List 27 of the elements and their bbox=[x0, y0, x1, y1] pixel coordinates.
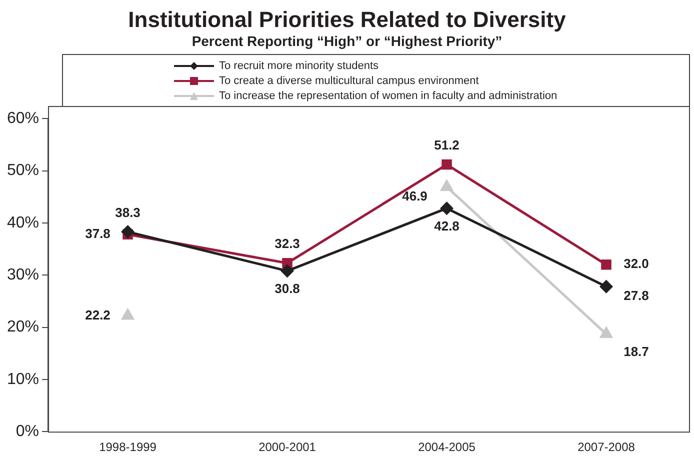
data-label: 32.0 bbox=[624, 256, 649, 272]
data-label: 51.2 bbox=[434, 138, 460, 153]
data-label: 32.3 bbox=[274, 236, 300, 252]
x-tick-label: 2007-2008 bbox=[578, 440, 636, 454]
data-label: 37.8 bbox=[85, 226, 110, 241]
y-tick-label: 10% bbox=[6, 370, 40, 388]
x-tick-label: 2004-2005 bbox=[418, 440, 476, 454]
data-label: 27.8 bbox=[624, 288, 649, 304]
data-label: 30.8 bbox=[274, 281, 300, 296]
y-tick-label: 40% bbox=[6, 214, 40, 232]
data-label: 38.3 bbox=[115, 204, 140, 220]
y-tick-label: 30% bbox=[6, 266, 40, 284]
y-tick-label: 50% bbox=[6, 162, 40, 180]
data-label: 46.9 bbox=[402, 188, 428, 204]
y-tick-label: 0% bbox=[16, 423, 40, 440]
y-tick-label: 20% bbox=[6, 318, 40, 336]
legend-label: To create a diverse multicultural campus environment bbox=[219, 74, 479, 86]
x-tick-label: 2000-2001 bbox=[258, 440, 316, 454]
y-tick-label: 60% bbox=[6, 110, 40, 128]
data-label: 22.2 bbox=[85, 307, 110, 322]
legend-label: To recruit more minority students bbox=[219, 60, 379, 72]
data-label: 42.8 bbox=[434, 218, 460, 234]
chart-title: Institutional Priorities Related to Diversity bbox=[127, 7, 567, 32]
chart-subtitle: Percent Reporting “High” or “Highest Priority” bbox=[190, 32, 504, 50]
x-tick-label: 1998-1999 bbox=[99, 440, 157, 454]
legend-label: To increase the representation of women in faculty and administration bbox=[219, 90, 558, 102]
data-label: 18.7 bbox=[624, 344, 649, 360]
